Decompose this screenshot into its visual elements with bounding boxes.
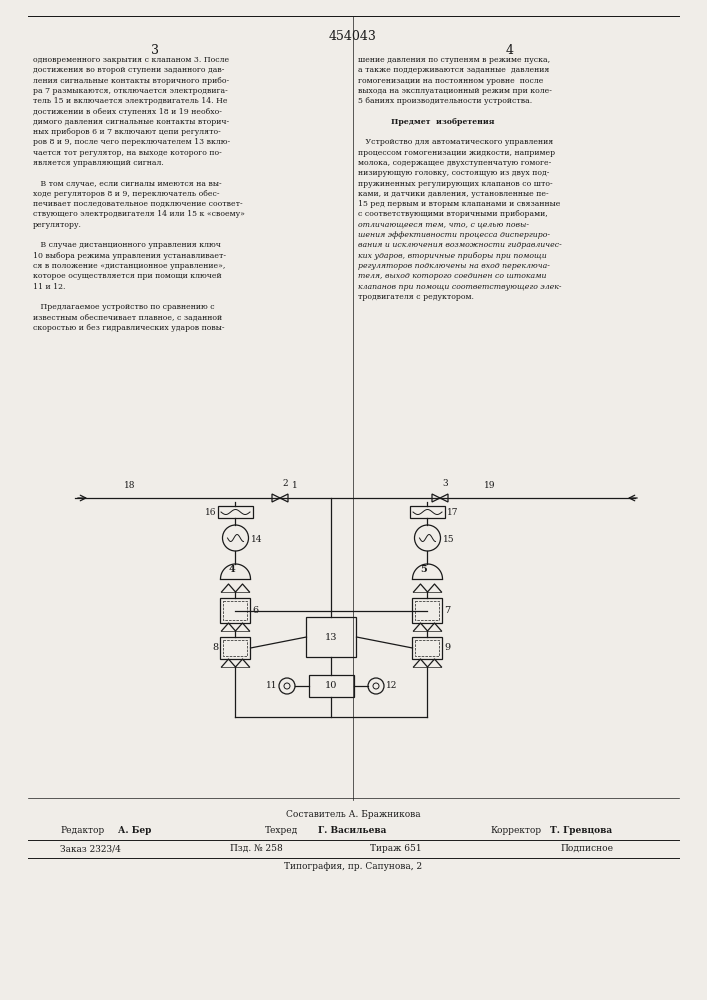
Text: Тираж 651: Тираж 651 [370,844,421,853]
Text: регулятору.: регулятору. [33,221,82,229]
Text: ных приборов 6 и 7 включают цепи регулято-: ных приборов 6 и 7 включают цепи регулят… [33,128,221,136]
Text: клапанов при помощи соответствующего элек-: клапанов при помощи соответствующего эле… [358,283,561,291]
Bar [307,617,356,657]
Text: низирующую головку, состоящую из двух под-: низирующую головку, состоящую из двух по… [358,169,549,177]
Bar [412,598,443,623]
Text: А. Бер: А. Бер [118,826,151,835]
Text: скоростью и без гидравлических ударов повы-: скоростью и без гидравлических ударов по… [33,324,225,332]
Text: гомогенизации на постоянном уровне  после: гомогенизации на постоянном уровне после [358,77,544,85]
Text: 7: 7 [445,606,451,615]
Text: ствующего электродвигателя 14 или 15 к «своему»: ствующего электродвигателя 14 или 15 к «… [33,211,245,219]
Text: а также поддерживаются заданные  давления: а также поддерживаются заданные давления [358,66,549,74]
Text: 11 и 12.: 11 и 12. [33,283,66,291]
Text: 9: 9 [445,644,450,652]
Text: Типография, пр. Сапунова, 2: Типография, пр. Сапунова, 2 [284,862,422,871]
Bar [223,601,247,620]
Text: 6: 6 [252,606,259,615]
Text: Г. Васильева: Г. Васильева [318,826,386,835]
Text: 5 баниях производительности устройства.: 5 баниях производительности устройства. [358,97,532,105]
Bar [223,640,247,656]
Text: отличающееся тем, что, с целью повы-: отличающееся тем, что, с целью повы- [358,221,529,229]
Text: 8: 8 [212,644,218,652]
Text: известным обеспечивает плавное, с заданной: известным обеспечивает плавное, с заданн… [33,314,222,322]
Text: шение давления по ступеням в режиме пуска,: шение давления по ступеням в режиме пуск… [358,56,550,64]
Text: 10 выбора режима управления устанавливает-: 10 выбора режима управления устанавливае… [33,252,226,260]
Text: ками, и датчики давления, установленные пе-: ками, и датчики давления, установленные … [358,190,549,198]
Text: достижении в обеих ступенях 18 и 19 необхо-: достижении в обеих ступенях 18 и 19 необ… [33,107,222,115]
Text: Заказ 2323/4: Заказ 2323/4 [60,844,121,853]
Text: 1: 1 [292,481,298,490]
Text: Пзд. № 258: Пзд. № 258 [230,844,283,853]
Bar [221,598,250,623]
Text: Предлагаемое устройство по сравнению с: Предлагаемое устройство по сравнению с [33,303,215,311]
Text: достижения во второй ступени заданного дав-: достижения во второй ступени заданного д… [33,66,224,74]
Text: 2: 2 [282,479,288,488]
Text: 11: 11 [266,682,277,690]
Bar [416,601,440,620]
Text: 5: 5 [420,564,427,574]
Text: ления сигнальные контакты вторичного прибо-: ления сигнальные контакты вторичного при… [33,77,229,85]
Text: является управляющий сигнал.: является управляющий сигнал. [33,159,164,167]
Text: 3: 3 [442,479,448,488]
Text: вания и исключения возможности гидравличес-: вания и исключения возможности гидравлич… [358,241,562,249]
Text: 14: 14 [250,536,262,544]
Text: 13: 13 [325,633,338,642]
Text: В случае дистанционного управления ключ: В случае дистанционного управления ключ [33,241,221,249]
Text: Составитель А. Бражникова: Составитель А. Бражникова [286,810,421,819]
Text: пружиненных регулирующих клапанов со што-: пружиненных регулирующих клапанов со што… [358,180,553,188]
Text: шения эффективности процесса диспергиро-: шения эффективности процесса диспергиро- [358,231,550,239]
Bar [412,637,443,659]
Text: молока, содержащее двухступенчатую гомоге-: молока, содержащее двухступенчатую гомог… [358,159,551,167]
Text: Техред: Техред [265,826,298,835]
Text: печивает последовательное подключение соответ-: печивает последовательное подключение со… [33,200,243,208]
Text: Т. Гревцова: Т. Гревцова [550,826,612,835]
Bar [410,506,445,518]
Text: 4: 4 [228,564,235,574]
Text: чается тот регулятор, на выходе которого по-: чается тот регулятор, на выходе которого… [33,149,222,157]
Text: с соответствующими вторичными приборами,: с соответствующими вторичными приборами, [358,211,548,219]
Bar [221,637,250,659]
Text: ров 8 и 9, после чего переключателем 13 вклю-: ров 8 и 9, после чего переключателем 13 … [33,138,230,146]
Text: ся в положение «дистанционное управление»,: ся в положение «дистанционное управление… [33,262,226,270]
Text: димого давления сигнальные контакты вторич-: димого давления сигнальные контакты втор… [33,118,229,126]
Text: 19: 19 [484,481,496,490]
Text: тродвигателя с редуктором.: тродвигателя с редуктором. [358,293,474,301]
Text: которое осуществляется при помощи ключей: которое осуществляется при помощи ключей [33,272,221,280]
Text: 15 ред первым и вторым клапанами и связанные: 15 ред первым и вторым клапанами и связа… [358,200,561,208]
Text: Подписное: Подписное [560,844,613,853]
Text: Предмет  изобретения: Предмет изобретения [358,118,494,126]
Text: 3: 3 [151,44,159,57]
Bar [309,675,354,697]
Text: ких ударов, вторичные приборы при помощи: ких ударов, вторичные приборы при помощи [358,252,547,260]
Text: одновременного закрытия с клапаном 3. После: одновременного закрытия с клапаном 3. По… [33,56,229,64]
Text: Устройство для автоматического управления: Устройство для автоматического управлени… [358,138,554,146]
Text: тель 15 и включается электродвигатель 14. Не: тель 15 и включается электродвигатель 14… [33,97,228,105]
Text: 18: 18 [124,481,136,490]
Text: 454043: 454043 [329,30,377,43]
Text: 16: 16 [204,508,216,517]
Bar [218,506,253,518]
Text: ра 7 размыкаются, отключается электродвига-: ра 7 размыкаются, отключается электродви… [33,87,228,95]
Text: Корректор: Корректор [490,826,541,835]
Bar [416,640,440,656]
Text: ходе регуляторов 8 и 9, переключатель обес-: ходе регуляторов 8 и 9, переключатель об… [33,190,219,198]
Text: 17: 17 [447,508,459,517]
Text: регуляторов подключены на вход переключа-: регуляторов подключены на вход переключа… [358,262,550,270]
Text: теля, выход которого соединен со штоками: теля, выход которого соединен со штоками [358,272,547,280]
Text: процессом гомогенизации жидкости, например: процессом гомогенизации жидкости, наприм… [358,149,555,157]
Text: 15: 15 [443,536,454,544]
Text: Редактор: Редактор [60,826,104,835]
Text: выхода на эксплуатационный режим при коле-: выхода на эксплуатационный режим при кол… [358,87,552,95]
Text: 10: 10 [325,682,338,690]
Text: В том случае, если сигналы имеются на вы-: В том случае, если сигналы имеются на вы… [33,180,221,188]
Text: 4: 4 [506,44,514,57]
Text: 12: 12 [386,682,397,690]
